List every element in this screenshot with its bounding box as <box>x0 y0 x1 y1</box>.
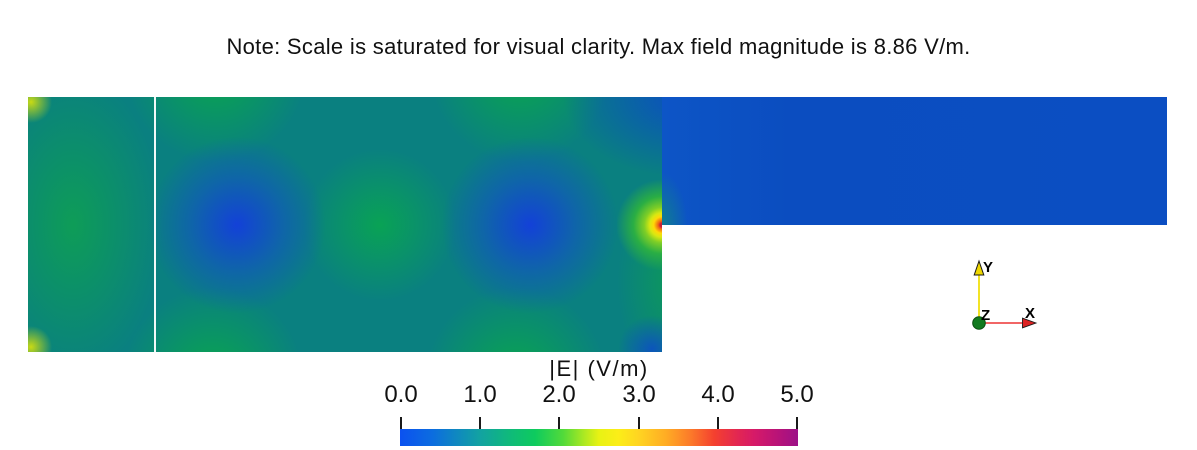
colorbar-tick-5 <box>796 417 798 430</box>
y-axis-arrowhead-icon <box>973 259 985 276</box>
x-axis-label: X <box>1025 305 1035 322</box>
colorbar-tick-0 <box>400 417 402 430</box>
colorbar-gradient <box>400 429 798 446</box>
colorbar-tick-label-4: 4.0 <box>701 381 735 408</box>
colorbar: |E| (V/m) 0.0 1.0 2.0 3.0 4.0 5.0 <box>384 352 814 448</box>
colorbar-tick-4 <box>717 417 719 430</box>
colorbar-tick-label-0: 0.0 <box>384 381 418 408</box>
colorbar-title: |E| (V/m) <box>549 356 649 381</box>
plot-title: Note: Scale is saturated for visual clar… <box>226 34 971 59</box>
colorbar-tick-label-1: 1.0 <box>463 381 497 408</box>
field-narrow-section <box>662 97 1167 225</box>
colorbar-tick-1 <box>479 417 481 430</box>
colorbar-tick-label-5: 5.0 <box>780 381 814 408</box>
port-boundary-line <box>154 97 156 352</box>
corner-singularity-hotspot <box>617 180 662 270</box>
colorbar-tick-2 <box>558 417 560 430</box>
orientation-axes-widget: Y X Z <box>972 259 1038 330</box>
colorbar-tick-label-3: 3.0 <box>622 381 656 408</box>
x-axis-arrowhead-icon <box>1022 317 1038 329</box>
z-axis-label: Z <box>981 307 990 324</box>
colorbar-tick-3 <box>638 417 640 430</box>
y-axis-label: Y <box>983 259 993 276</box>
field-wide-section <box>28 97 662 352</box>
z-axis-dot-icon <box>972 316 986 330</box>
colorbar-tick-label-2: 2.0 <box>542 381 576 408</box>
